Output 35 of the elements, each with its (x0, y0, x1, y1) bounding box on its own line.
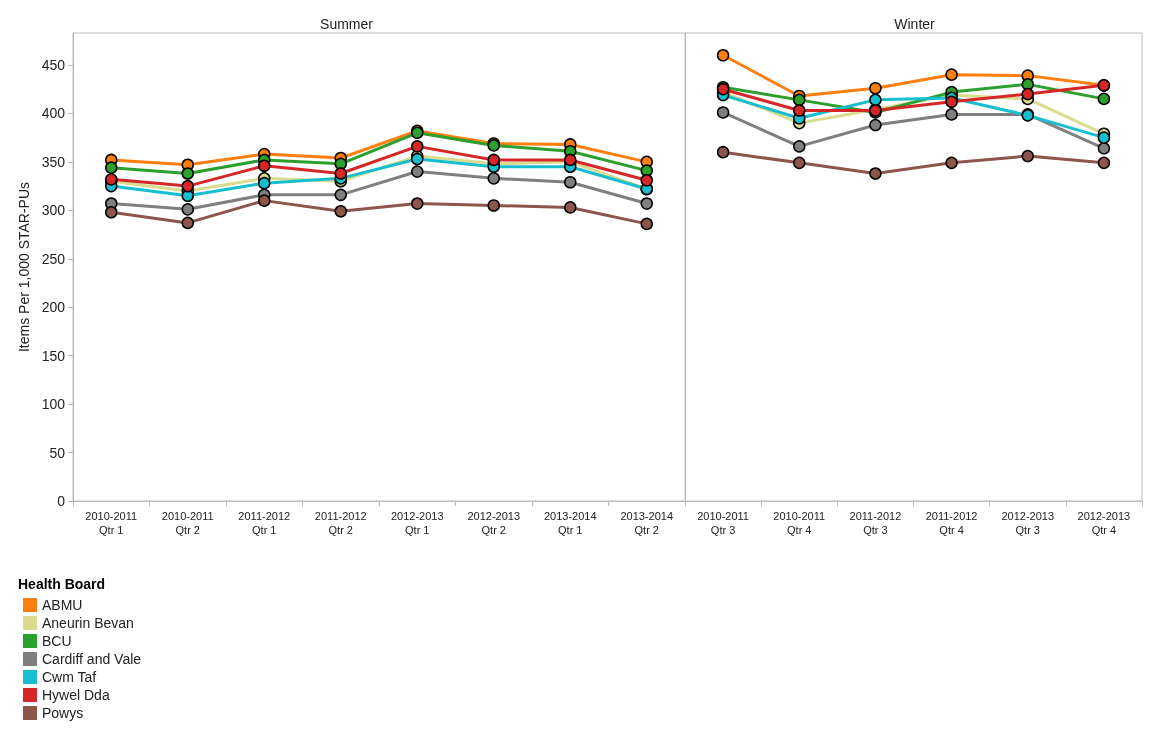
chart-title: Winter (894, 16, 936, 32)
x-tick-label: 2011-2012 Qtr 3 (849, 510, 902, 536)
x-tick-label: 2012-2013 Qtr 4 (1077, 510, 1131, 536)
y-tick-label: 300 (41, 202, 66, 219)
legend-title: Health Board (18, 576, 106, 592)
chart-title: Summer (320, 16, 374, 32)
x-tick-label: 2011-2012 Qtr 2 (314, 510, 367, 536)
x-tick-label: 2011-2012 Qtr 1 (238, 510, 291, 536)
legend-label: Hywel Dda (42, 687, 110, 703)
x-tick-label: 2010-2011 Qtr 2 (161, 510, 214, 536)
x-tick-label: 2012-2013 Qtr 3 (1001, 510, 1055, 536)
legend-label: Cwm Taf (42, 669, 97, 685)
legend-label: Aneurin Bevan (42, 615, 134, 631)
y-tick-label: 450 (41, 56, 66, 73)
x-tick-label: 2013-2014 Qtr 2 (620, 510, 674, 536)
y-axis-title: Items Per 1,000 STAR-PUs (15, 181, 32, 353)
x-tick-label: 2012-2013 Qtr 1 (390, 510, 444, 536)
x-tick-label: 2012-2013 Qtr 2 (467, 510, 521, 536)
legend-label: ABMU (42, 597, 83, 613)
legend-label: Powys (42, 705, 84, 721)
y-tick-label: 100 (41, 396, 66, 413)
y-tick-label: 150 (41, 347, 66, 364)
legend-label: BCU (42, 633, 72, 649)
x-tick-label: 2010-2011 Qtr 1 (85, 510, 138, 536)
y-tick-label: 400 (41, 105, 66, 122)
y-tick-label: 350 (41, 153, 66, 170)
y-tick-label: 200 (41, 299, 66, 316)
x-tick-label: 2011-2012 Qtr 4 (925, 510, 978, 536)
x-tick-label: 2010-2011 Qtr 3 (697, 510, 749, 536)
legend-label: Cardiff and Vale (42, 651, 142, 667)
y-tick-label: 0 (57, 493, 66, 509)
x-tick-label: 2013-2014 Qtr 1 (543, 510, 597, 536)
x-tick-label: 2010-2011 Qtr 4 (773, 510, 826, 536)
y-tick-label: 50 (49, 444, 66, 461)
y-tick-label: 250 (41, 250, 66, 267)
